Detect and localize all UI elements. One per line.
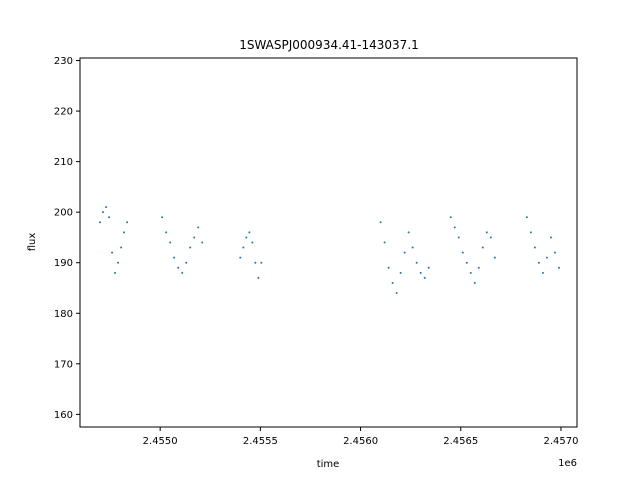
chart-title: 1SWASPJ000934.41-143037.1	[239, 38, 419, 52]
data-point	[407, 231, 410, 234]
y-axis-label: flux	[27, 233, 38, 252]
x-tick-label: 2.4565	[443, 436, 478, 447]
data-point	[395, 292, 398, 295]
data-point	[251, 241, 254, 244]
data-point	[197, 226, 200, 229]
data-point	[485, 231, 488, 234]
data-point	[525, 216, 528, 219]
data-point	[108, 216, 111, 219]
data-point	[242, 246, 245, 249]
data-point	[529, 231, 532, 234]
x-tick-label: 2.4570	[543, 436, 578, 447]
y-tick-label: 210	[54, 157, 73, 168]
data-point	[549, 236, 552, 239]
data-point	[185, 261, 188, 264]
data-point	[117, 261, 120, 264]
data-point	[481, 246, 484, 249]
data-point	[114, 271, 117, 274]
data-point	[201, 241, 204, 244]
data-point	[477, 266, 480, 269]
data-point	[449, 216, 452, 219]
data-point	[111, 251, 114, 254]
plot-frame	[79, 57, 578, 428]
data-point	[161, 216, 164, 219]
data-points	[99, 206, 560, 295]
y-tick-label: 170	[54, 359, 73, 370]
data-point	[379, 221, 382, 224]
data-point	[419, 271, 422, 274]
data-point	[541, 271, 544, 274]
x-tick-label: 2.4550	[143, 436, 178, 447]
data-point	[387, 266, 390, 269]
data-point	[557, 266, 560, 269]
y-tick-label: 180	[54, 309, 73, 320]
y-tick-label: 160	[54, 410, 73, 421]
data-point	[181, 271, 184, 274]
data-point	[120, 246, 123, 249]
data-point	[461, 251, 464, 254]
data-point	[165, 231, 168, 234]
x-tick-label: 2.4560	[343, 436, 378, 447]
data-point	[169, 241, 172, 244]
x-axis-label: time	[317, 459, 340, 470]
data-point	[427, 266, 430, 269]
data-point	[126, 221, 129, 224]
y-tick-label: 200	[54, 208, 73, 219]
data-point	[123, 231, 126, 234]
data-point	[399, 271, 402, 274]
data-point	[173, 256, 176, 259]
data-point	[391, 281, 394, 284]
data-point	[537, 261, 540, 264]
data-point	[105, 206, 108, 209]
data-point	[545, 256, 548, 259]
data-point	[189, 246, 192, 249]
data-point	[102, 211, 105, 214]
data-point	[493, 256, 496, 259]
data-point	[457, 236, 460, 239]
data-point	[193, 236, 196, 239]
y-tick-label: 190	[54, 258, 73, 269]
data-point	[383, 241, 386, 244]
data-point	[245, 236, 248, 239]
data-point	[99, 221, 102, 224]
data-point	[411, 246, 414, 249]
data-point	[403, 251, 406, 254]
y-tick-label: 220	[54, 107, 73, 118]
data-point	[254, 261, 257, 264]
y-axis: 160 170 180 190 200 210 220 230	[54, 56, 80, 421]
data-point	[239, 256, 242, 259]
x-axis-offset-label: 1e6	[558, 458, 577, 469]
data-point	[553, 251, 556, 254]
y-tick-label: 230	[54, 56, 73, 67]
x-axis: 2.4550 2.4555 2.4560 2.4565 2.4570	[143, 427, 578, 447]
data-point	[473, 281, 476, 284]
data-point	[465, 261, 468, 264]
data-point	[533, 246, 536, 249]
data-point	[423, 276, 426, 279]
data-point	[415, 261, 418, 264]
data-point	[453, 226, 456, 229]
data-point	[248, 231, 251, 234]
data-point	[257, 276, 260, 279]
data-point	[260, 261, 263, 264]
data-point	[469, 271, 472, 274]
data-point	[177, 266, 180, 269]
x-tick-label: 2.4555	[243, 436, 278, 447]
data-point	[489, 236, 492, 239]
